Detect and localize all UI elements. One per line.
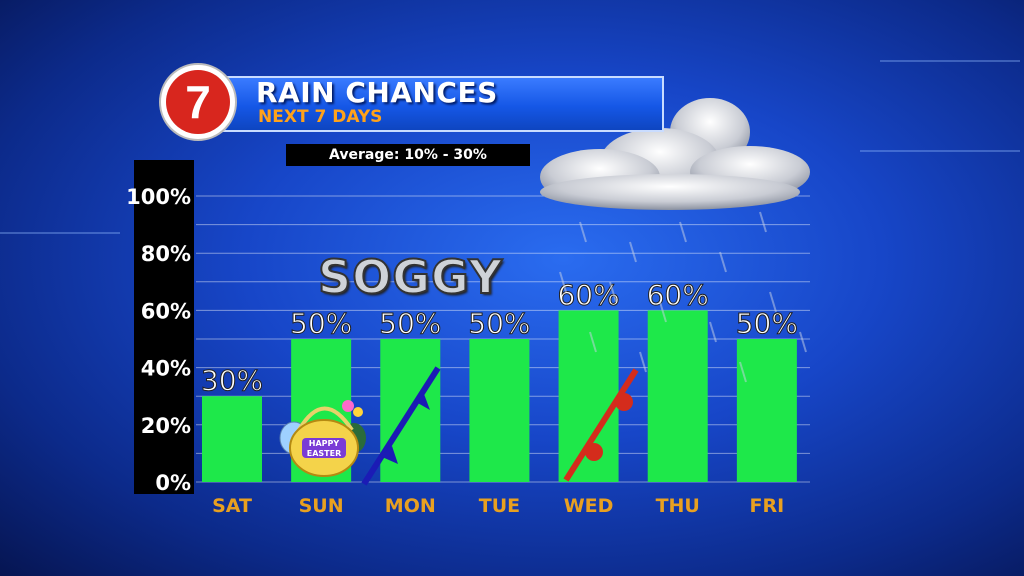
cold-front-icon [361, 366, 441, 486]
chart-value-labels: 30% 50% 50% 50% 60% 60% 50% [200, 278, 798, 398]
bar-sat [202, 396, 262, 482]
rain-cloud-icon [540, 98, 810, 383]
chart-day-labels: SAT SUN MON TUE WED THU FRI [212, 495, 784, 517]
day-label-wed: WED [564, 495, 614, 517]
chart-title: RAIN CHANCES [256, 76, 498, 109]
value-label-wed: 60% [557, 278, 619, 311]
value-label-fri: 50% [736, 307, 798, 340]
soggy-label: SOGGY [317, 249, 504, 305]
day-label-thu: THU [656, 495, 700, 517]
day-label-sat: SAT [212, 495, 252, 517]
y-axis-panel [134, 160, 194, 494]
chart-bars [202, 310, 797, 482]
warm-front-icon [563, 368, 639, 482]
value-label-tue: 50% [468, 307, 530, 340]
value-label-sat: 30% [201, 364, 263, 397]
bar-tue [469, 339, 530, 482]
value-label-sun: 50% [290, 307, 352, 340]
easter-basket-icon: HAPPY EASTER [279, 400, 366, 477]
day-label-tue: TUE [479, 495, 520, 517]
y-tick-label: 0% [155, 471, 191, 495]
y-tick-label: 100% [126, 185, 191, 209]
value-label-thu: 60% [647, 278, 709, 311]
y-tick-label: 20% [141, 414, 191, 438]
y-tick-label: 40% [141, 357, 191, 381]
background-streak [880, 60, 1020, 62]
day-label-sun: SUN [299, 495, 344, 517]
y-tick-label: 60% [141, 299, 191, 323]
svg-text:HAPPY: HAPPY [309, 439, 340, 448]
average-label: Average: 10% - 30% [286, 144, 530, 166]
bar-thu [647, 310, 708, 482]
channel-7-logo: 7 [159, 63, 237, 141]
background-streak [0, 232, 120, 234]
background-streak [860, 150, 1020, 152]
chart-subtitle: NEXT 7 DAYS [258, 107, 383, 127]
value-label-mon: 50% [379, 307, 441, 340]
day-label-mon: MON [385, 495, 436, 517]
svg-text:7: 7 [185, 76, 211, 128]
y-tick-label: 80% [141, 242, 191, 266]
bar-fri [736, 339, 797, 482]
svg-text:EASTER: EASTER [307, 449, 342, 458]
day-label-fri: FRI [750, 495, 785, 517]
title-banner [215, 76, 664, 132]
